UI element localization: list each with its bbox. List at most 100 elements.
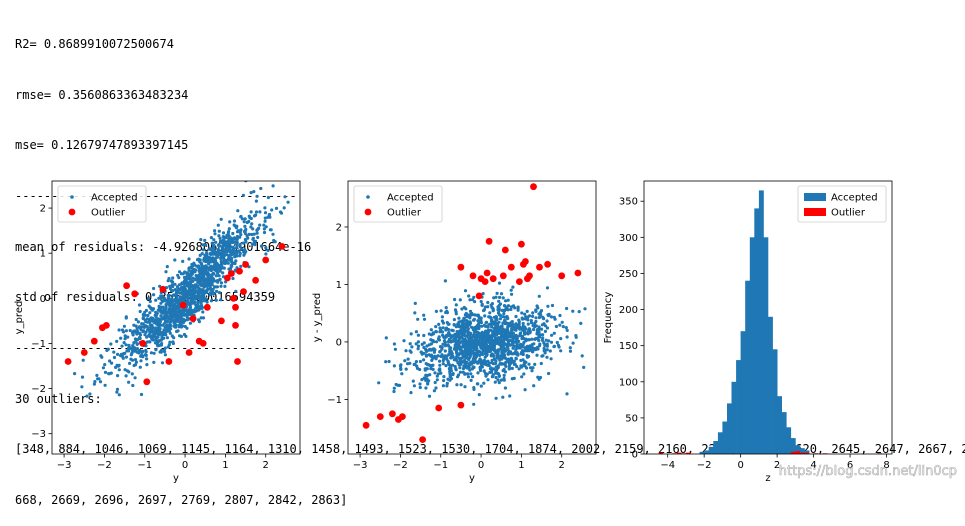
accepted-point [256,235,260,239]
accepted-point [491,321,495,325]
accepted-point [138,309,142,314]
accepted-point [465,353,469,357]
outlier-point [232,303,239,311]
accepted-point [541,315,545,319]
accepted-point [80,375,85,379]
accepted-point [471,357,475,361]
accepted-point [489,366,493,370]
accepted-point [168,331,172,335]
accepted-point [243,217,247,221]
accepted-point [181,310,185,315]
accepted-point [541,333,545,337]
accepted-point [580,354,584,358]
outlier-point [90,337,98,345]
accepted-point [418,385,422,390]
histogram-bar [736,360,741,454]
accepted-point [539,309,544,313]
accepted-point [197,278,201,282]
accepted-point [150,337,154,341]
accepted-point [568,346,572,350]
accepted-point [472,326,476,330]
y-axis: 0 50 100 150 200 250 300 350 [619,197,644,461]
outlier-point [518,240,525,248]
accepted-point [472,295,476,299]
accepted-point [187,286,191,290]
accepted-point [182,295,186,299]
accepted-point [481,292,485,296]
accepted-point [574,335,578,339]
accepted-point [528,331,532,335]
accepted-point [527,362,531,366]
accepted-point [568,349,573,353]
accepted-point [73,372,77,376]
y-tick-label: 200 [619,305,638,316]
accepted-point [235,243,239,248]
accepted-point [135,327,139,331]
axes-frame [347,180,597,455]
accepted-point [180,289,185,293]
accepted-point [506,298,510,302]
accepted-point [510,292,514,296]
accepted-point [226,233,230,237]
accepted-point [498,295,502,299]
accepted-point [431,331,435,335]
accepted-point [511,343,515,347]
accepted-point [408,349,412,353]
x-tick-label: 0 [737,460,743,471]
outlier-point [179,301,187,309]
accepted-point [239,214,243,219]
accepted-point [531,366,535,370]
accepted-point [411,379,415,383]
accepted-point [142,325,146,329]
histogram-bar [749,237,755,454]
accepted-point [508,363,512,367]
accepted-point [189,295,193,299]
accepted-point [205,300,209,304]
accepted-point [166,300,170,305]
accepted-point [416,344,421,348]
accepted-point [460,356,464,360]
axes-frame [643,180,893,455]
accepted-point [152,351,156,355]
accepted-point [235,254,239,258]
accepted-point [215,289,219,293]
accepted-point [170,280,174,284]
legend-label-outlier: Outlier [831,208,866,219]
accepted-point [249,191,253,195]
accepted-point [171,304,175,308]
accepted-point [460,307,464,311]
accepted-point [252,190,256,194]
accepted-point [103,370,108,374]
accepted-point [232,219,237,223]
x-axis: −4 −2 0 2 4 6 8 [660,454,890,471]
accepted-point [431,339,435,343]
accepted-point [112,350,116,354]
accepted-point [550,303,555,308]
accepted-point [157,296,161,300]
accepted-point [509,307,513,311]
accepted-point [251,227,255,231]
accepted-point [409,391,413,395]
accepted-point [219,281,224,285]
accepted-point [443,349,447,353]
accepted-point [197,294,201,298]
outlier-point [262,256,270,264]
accepted-point [493,343,497,347]
accepted-point [214,274,218,278]
accepted-point [438,345,443,349]
accepted-point [432,389,436,393]
accepted-point [199,288,204,292]
accepted-point [508,394,512,398]
accepted-point [387,359,391,364]
accepted-point [528,345,532,349]
accepted-point [433,355,437,359]
accepted-point [160,342,164,346]
accepted-point [496,308,500,312]
x-tick-label: −4 [660,460,675,471]
accepted-point [258,223,262,227]
accepted-point [523,317,528,321]
accepted-point [180,286,184,291]
accepted-point [121,330,126,334]
accepted-point [523,312,527,316]
accepted-point [486,332,490,336]
